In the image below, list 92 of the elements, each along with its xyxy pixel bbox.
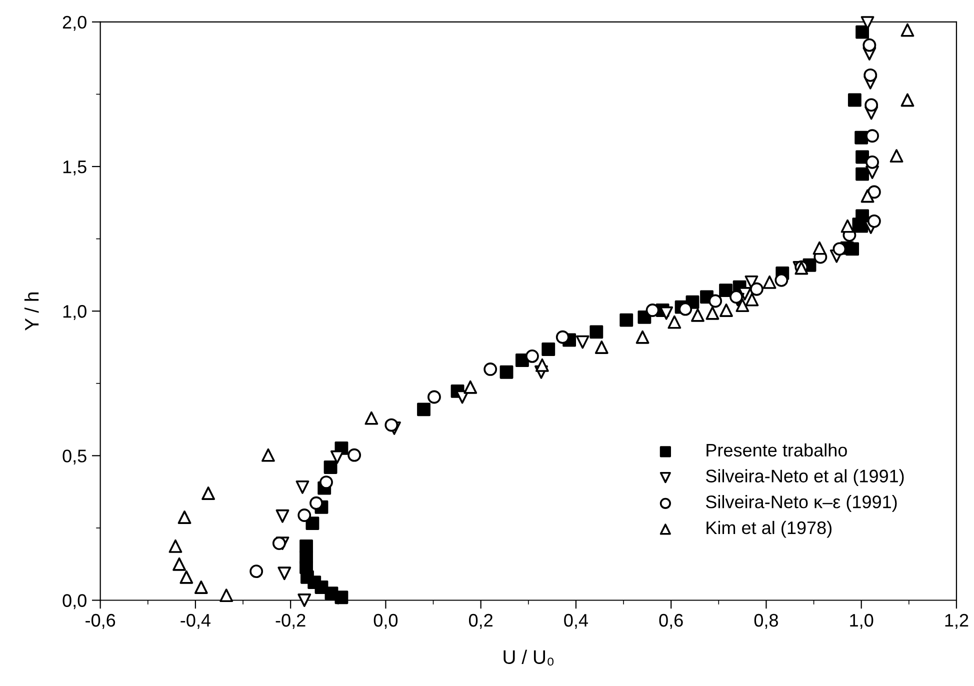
y-tick-label: 1,5 (63, 160, 86, 176)
point (178, 510, 192, 524)
legend-label: Silveira-Neto κ–ε (1991) (706, 495, 897, 512)
point (867, 214, 881, 228)
point (646, 304, 660, 317)
x-tick-label: 1,2 (945, 614, 968, 629)
point (272, 536, 286, 550)
point (464, 380, 478, 394)
point (310, 496, 323, 510)
point (848, 93, 862, 107)
point (866, 129, 879, 143)
point (276, 509, 290, 523)
point (862, 38, 876, 52)
point (220, 588, 234, 602)
point (180, 570, 194, 584)
point (890, 149, 904, 163)
point (636, 330, 650, 344)
point (866, 155, 879, 169)
legend-label: Silveira-Neto et al (1991) (706, 469, 904, 486)
point (250, 564, 264, 578)
point (864, 68, 878, 82)
point (736, 298, 750, 312)
point (840, 219, 854, 233)
point (306, 516, 320, 530)
point (668, 315, 682, 329)
point (172, 557, 186, 571)
point (556, 330, 570, 344)
x-tick-label: 1,0 (850, 614, 874, 629)
x-tick-label: 0,8 (754, 614, 778, 629)
point (590, 325, 604, 339)
point (168, 539, 182, 553)
point (324, 460, 338, 474)
point (730, 290, 743, 304)
point (860, 189, 874, 203)
point (298, 594, 312, 607)
point (678, 302, 692, 316)
point (525, 349, 539, 363)
point (812, 241, 826, 255)
x-tick-label: 0,0 (374, 614, 398, 629)
x-tick-label: -0,6 (86, 614, 116, 629)
point (330, 450, 344, 464)
point (298, 508, 312, 522)
point (278, 566, 292, 580)
point (860, 16, 874, 30)
point (720, 304, 733, 317)
x-tick-label: -0,2 (276, 614, 306, 629)
legend-label: Presente trabalho (706, 443, 847, 457)
x-tick-label: -0,4 (180, 614, 210, 629)
point (900, 93, 914, 107)
x-tick-label: 0,6 (659, 614, 683, 629)
point (854, 130, 868, 144)
point (334, 590, 348, 604)
point (320, 476, 333, 489)
point (535, 358, 549, 372)
point (428, 390, 441, 404)
point (202, 486, 216, 500)
point (745, 292, 759, 306)
point (900, 23, 914, 37)
point (384, 418, 398, 432)
point (262, 448, 275, 462)
point (864, 98, 878, 112)
point (296, 480, 310, 494)
x-tick-label: 0,2 (468, 614, 492, 629)
y-tick-label: 1,0 (63, 305, 86, 320)
point (542, 342, 556, 356)
point (832, 242, 846, 256)
point (194, 580, 208, 594)
point (417, 402, 430, 416)
x-axis-title: U / U₀ (504, 650, 554, 666)
point (620, 313, 634, 327)
point (691, 308, 704, 322)
x-tick-label: 0,4 (564, 614, 588, 629)
point (762, 275, 776, 289)
y-axis-title: Y / h (24, 292, 39, 330)
point (484, 362, 498, 376)
point (846, 242, 860, 256)
point (750, 282, 764, 296)
point (500, 365, 514, 379)
point (348, 448, 362, 462)
point (708, 294, 722, 308)
y-tick-label: 0,5 (62, 450, 86, 465)
point (364, 411, 378, 425)
legend-label: Kim et al (1978) (706, 520, 832, 538)
point (706, 306, 720, 320)
y-tick-label: 2,0 (62, 16, 86, 31)
point (576, 335, 590, 349)
point (856, 25, 870, 39)
point (594, 340, 608, 354)
point (719, 284, 732, 297)
point (774, 273, 788, 287)
point (856, 167, 870, 181)
y-tick-label: 0,0 (62, 594, 86, 610)
